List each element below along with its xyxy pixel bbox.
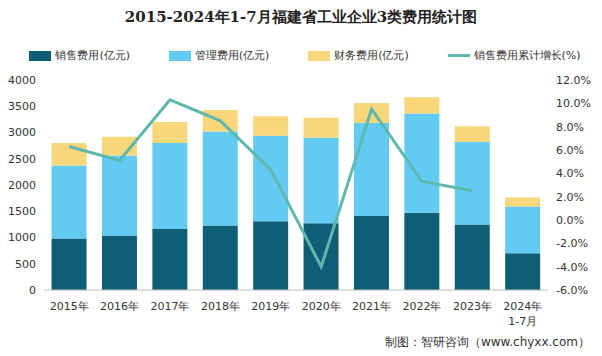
svg-text:2016年: 2016年: [100, 300, 139, 313]
svg-text:2022年: 2022年: [403, 300, 442, 313]
html-text:管理费用(亿元): 管理费用(亿元): [194, 49, 270, 62]
svg-text:2015年: 2015年: [50, 300, 89, 313]
svg-text:2020年: 2020年: [302, 300, 341, 313]
svg-text:10.0%: 10.0%: [556, 97, 591, 110]
svg-text:4000: 4000: [8, 74, 36, 87]
html-text:销售费用累计增长(%): 销售费用累计增长(%): [473, 49, 581, 62]
svg-text:2017年: 2017年: [151, 300, 190, 313]
svg-text:2024年1-7月: 2024年1-7月: [503, 300, 542, 328]
svg-text:6.0%: 6.0%: [556, 144, 584, 157]
html-text:2015-2024年1-7月福建省工业企业3类费用统计图: 2015-2024年1-7月福建省工业企业3类费用统计图: [124, 8, 478, 26]
svg-text:8.0%: 8.0%: [556, 121, 584, 134]
svg-text:0.0%: 0.0%: [556, 214, 584, 227]
html-text:销售费用(亿元): 销售费用(亿元): [55, 49, 130, 62]
svg-text:2500: 2500: [8, 153, 36, 166]
svg-text:3000: 3000: [8, 126, 36, 139]
svg-text:1500: 1500: [8, 205, 36, 218]
svg-text:2023年: 2023年: [453, 300, 492, 313]
svg-text:12.0%: 12.0%: [556, 74, 591, 87]
svg-text:3500: 3500: [8, 100, 36, 113]
svg-text:2.0%: 2.0%: [556, 191, 584, 204]
svg-text:0: 0: [29, 284, 36, 297]
svg-text:4.0%: 4.0%: [556, 167, 584, 180]
svg-text:1000: 1000: [8, 231, 36, 244]
svg-text:-6.0%: -6.0%: [556, 284, 588, 297]
svg-text:2021年: 2021年: [352, 300, 391, 313]
svg-text:500: 500: [15, 258, 36, 271]
svg-text:-4.0%: -4.0%: [556, 261, 588, 274]
html-text:财务费用(亿元): 财务费用(亿元): [334, 49, 409, 62]
svg-text:-2.0%: -2.0%: [556, 237, 588, 250]
html-text:制图：智研咨询（www.chyxx.com）: 制图：智研咨询（www.chyxx.com）: [384, 335, 590, 349]
svg-text:2019年: 2019年: [251, 300, 290, 313]
svg-text:2018年: 2018年: [201, 300, 240, 313]
svg-text:2000: 2000: [8, 179, 36, 192]
